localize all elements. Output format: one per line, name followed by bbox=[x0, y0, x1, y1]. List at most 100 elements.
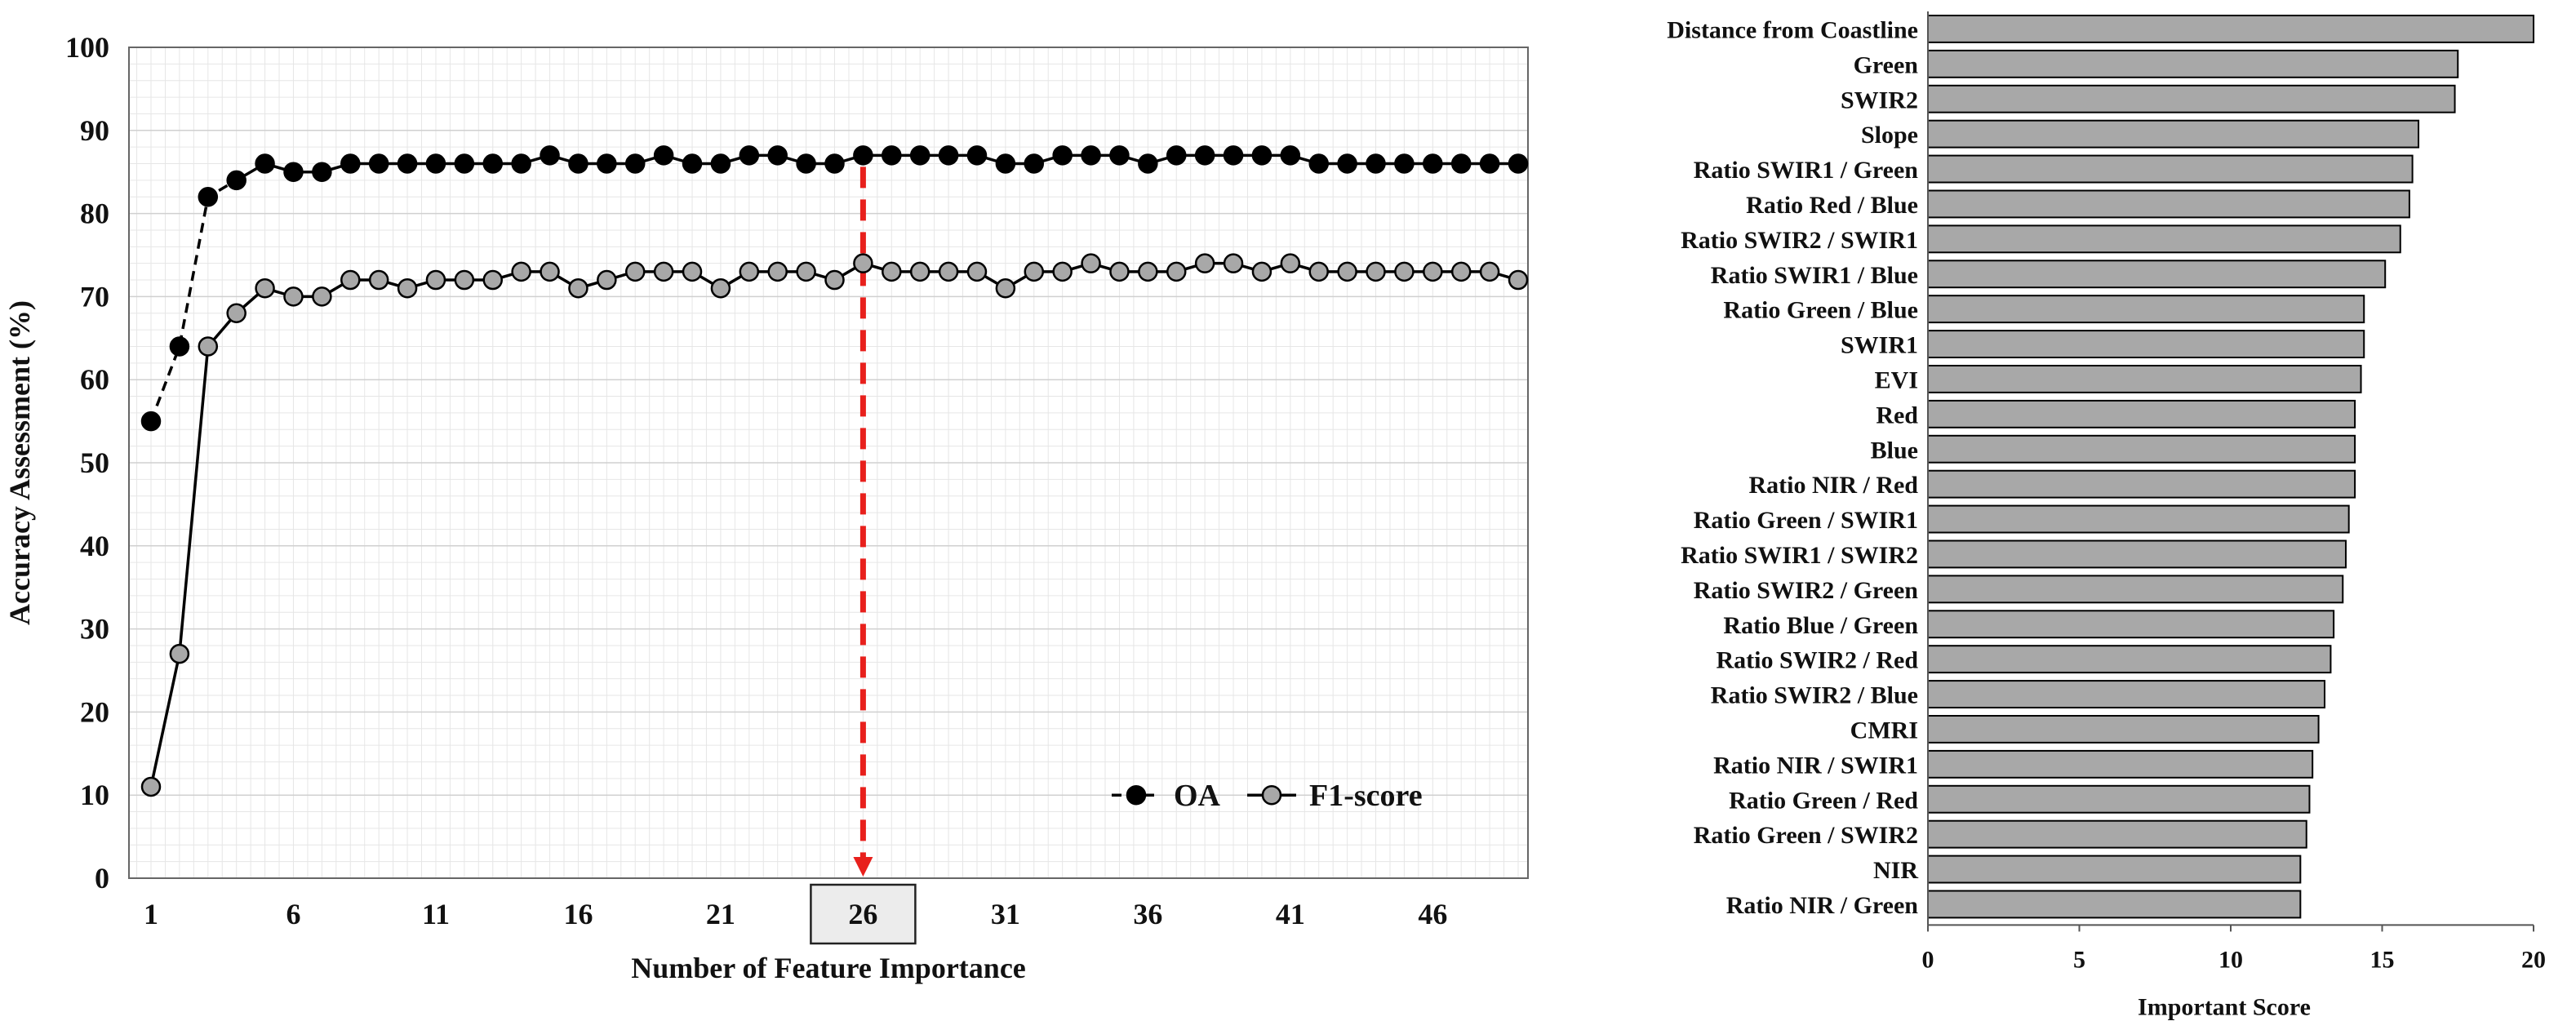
legend-oa-marker bbox=[1126, 784, 1147, 806]
f1-point bbox=[682, 261, 703, 282]
oa-point bbox=[1138, 153, 1158, 174]
oa-point bbox=[1166, 145, 1187, 166]
bar bbox=[1927, 504, 2350, 534]
x-tick-label: 21 bbox=[706, 898, 735, 930]
f1-point bbox=[796, 261, 816, 282]
bar bbox=[1927, 539, 2347, 569]
oa-point bbox=[1052, 145, 1073, 166]
left-y-tick-labels: 0 10 20 30 40 50 60 70 80 90 100 bbox=[65, 31, 109, 895]
bar-x-tick-label: 5 bbox=[2073, 946, 2085, 973]
y-tick-label: 80 bbox=[80, 198, 109, 230]
f1-point bbox=[1166, 261, 1187, 282]
highlight-arrowhead bbox=[853, 857, 873, 877]
bar-category-label: Ratio Green / Red bbox=[1729, 787, 1918, 814]
y-tick-label: 100 bbox=[65, 31, 109, 64]
bar-category-label: NIR bbox=[1873, 857, 1918, 884]
f1-point bbox=[1423, 261, 1443, 282]
bar bbox=[1927, 260, 2387, 289]
bar-x-axis-label: Important Score bbox=[2138, 993, 2311, 1020]
bar bbox=[1927, 224, 2401, 254]
bar bbox=[1927, 119, 2420, 149]
x-tick-label: 1 bbox=[144, 898, 158, 930]
oa-point bbox=[882, 145, 902, 166]
x-tick-label: 36 bbox=[1133, 898, 1162, 930]
oa-point bbox=[1366, 153, 1386, 174]
bar-category-label: Ratio SWIR2 / SWIR1 bbox=[1681, 227, 1918, 254]
bar bbox=[1927, 295, 2365, 324]
f1-point bbox=[169, 643, 190, 664]
left-x-tick-labels: 1 6 11 16 21 26 31 36 41 46 bbox=[144, 883, 1447, 945]
f1-point bbox=[909, 261, 930, 282]
f1-point bbox=[1024, 261, 1045, 282]
oa-point bbox=[796, 153, 816, 174]
left-gridlines bbox=[129, 47, 1528, 879]
oa-point bbox=[966, 145, 988, 166]
f1-point bbox=[425, 269, 446, 291]
bar-category-label: Ratio NIR / SWIR1 bbox=[1713, 752, 1918, 779]
bar bbox=[1927, 189, 2410, 219]
bar-category-label: SWIR2 bbox=[1841, 87, 1918, 113]
y-tick-label: 70 bbox=[80, 280, 109, 313]
bar-category-label: Ratio NIR / Green bbox=[1726, 892, 1919, 919]
f1-point bbox=[1081, 253, 1101, 273]
bar-category-label: Ratio Red / Blue bbox=[1746, 192, 1918, 219]
bar bbox=[1927, 890, 2302, 919]
x-tick-label: 6 bbox=[286, 898, 300, 930]
oa-point bbox=[397, 153, 418, 174]
oa-point bbox=[482, 153, 503, 174]
line-series-group bbox=[140, 145, 1529, 797]
x-tick-label: 31 bbox=[991, 898, 1020, 930]
x-tick-label: 26 bbox=[848, 898, 877, 930]
bar-category-label: Ratio SWIR2 / Green bbox=[1694, 577, 1919, 604]
f1-point bbox=[226, 303, 246, 324]
legend-f1-label: F1-score bbox=[1309, 779, 1423, 813]
oa-point bbox=[255, 153, 275, 174]
oa-point bbox=[682, 153, 703, 174]
oa-point bbox=[597, 153, 617, 174]
oa-point bbox=[169, 336, 190, 357]
f1-point bbox=[454, 269, 475, 291]
f1-point bbox=[568, 277, 588, 299]
oa-point bbox=[1308, 153, 1329, 174]
oa-point bbox=[1479, 153, 1500, 174]
f1-point bbox=[710, 277, 731, 299]
f1-point bbox=[739, 261, 760, 282]
oa-point bbox=[624, 153, 646, 174]
f1-point bbox=[1223, 253, 1244, 273]
bar bbox=[1927, 784, 2311, 814]
oa-point bbox=[995, 153, 1016, 174]
oa-point bbox=[1024, 153, 1045, 174]
bar bbox=[1927, 819, 2307, 849]
x-tick-label: 41 bbox=[1276, 898, 1305, 930]
oa-series-line bbox=[235, 153, 1518, 182]
oa-point bbox=[568, 153, 588, 174]
f1-point bbox=[882, 261, 902, 282]
bar-x-tick-label: 15 bbox=[2370, 946, 2395, 973]
bar-category-labels: Distance from Coastline Green SWIR2 Slope Ra… bbox=[1667, 16, 1919, 919]
y-tick-label: 0 bbox=[95, 862, 109, 895]
oa-point bbox=[1508, 153, 1529, 174]
f1-point bbox=[283, 286, 304, 307]
oa-point bbox=[1251, 145, 1272, 166]
bar bbox=[1927, 84, 2456, 113]
oa-point bbox=[1450, 153, 1472, 174]
bar-category-label: Ratio Green / SWIR2 bbox=[1694, 822, 1918, 849]
f1-point bbox=[995, 277, 1016, 299]
bar-category-label: Ratio SWIR2 / Red bbox=[1716, 647, 1918, 674]
oa-point bbox=[1223, 145, 1244, 166]
bar-category-label: Ratio SWIR1 / Blue bbox=[1711, 262, 1918, 289]
y-tick-label: 20 bbox=[80, 695, 109, 728]
f1-point bbox=[1138, 261, 1158, 282]
y-tick-label: 30 bbox=[80, 613, 109, 646]
left-y-axis-label: Accuracy Assessment (%) bbox=[3, 300, 36, 625]
oa-point bbox=[1337, 153, 1357, 174]
legend-f1-marker bbox=[1261, 784, 1282, 806]
oa-point bbox=[938, 145, 959, 166]
f1-point bbox=[1508, 269, 1529, 291]
f1-point bbox=[198, 336, 219, 357]
bar-x-tick-labels: 0 5 10 15 20 bbox=[1922, 925, 2546, 973]
f1-point bbox=[1479, 261, 1500, 282]
bar-category-label: Ratio SWIR1 / SWIR2 bbox=[1681, 542, 1918, 569]
f1-point bbox=[1450, 261, 1472, 282]
bar bbox=[1927, 469, 2356, 499]
